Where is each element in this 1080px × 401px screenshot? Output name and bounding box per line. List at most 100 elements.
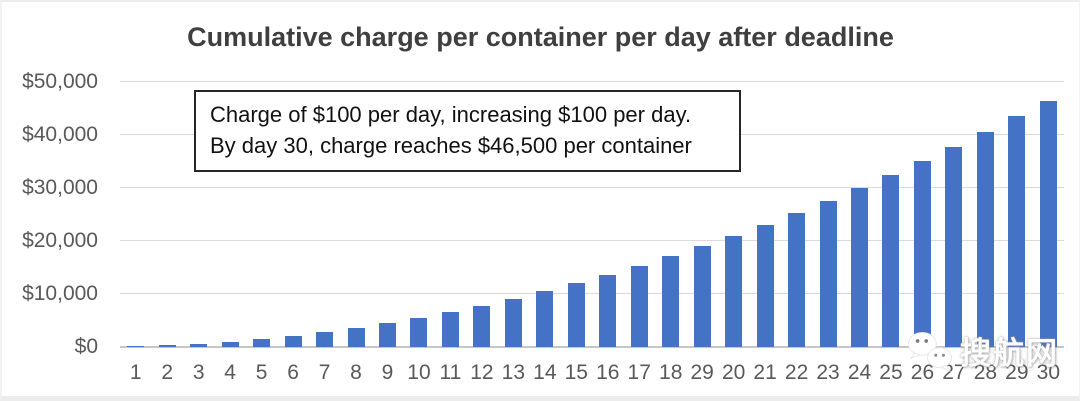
bar-day-20 [725, 235, 743, 347]
x-tick-label: 3 [192, 361, 205, 384]
x-tick-label: 23 [816, 361, 840, 384]
bar-slot [498, 82, 529, 347]
watermark-text: 搜航网 [960, 336, 1059, 371]
bar-day-9 [378, 323, 396, 347]
gridline [120, 187, 1064, 188]
annotation-box: Charge of $100 per day, increasing $100 … [194, 90, 741, 173]
x-tick-label: 10 [407, 361, 431, 384]
x-tick-label: 17 [627, 361, 651, 384]
bar-slot [655, 82, 686, 347]
bar-day-2 [158, 345, 176, 347]
x-tick-label: 11 [439, 361, 462, 384]
x-tick-label: 30 [1036, 361, 1060, 384]
bar-slot [277, 82, 308, 347]
bar-slot [938, 82, 969, 347]
bar-day-14 [536, 291, 554, 347]
x-axis-line [120, 346, 1064, 348]
bar-slot [309, 82, 340, 347]
x-tick-label: 2 [161, 361, 174, 384]
x-tick-label: 4 [224, 361, 236, 384]
bar-day-29 [1008, 116, 1026, 347]
bar-slot [466, 82, 497, 347]
bar-slot [246, 82, 277, 347]
bar-day-13 [504, 298, 522, 347]
y-tick-label: $40,000 [22, 123, 98, 146]
bar-slot [781, 82, 812, 347]
x-tick-label: 6 [287, 361, 299, 384]
bar-slot [151, 82, 182, 347]
x-tick-label: 24 [847, 361, 872, 384]
y-tick-label: $50,000 [22, 70, 98, 93]
bar-day-7 [316, 332, 334, 347]
annotation-line-1: Charge of $100 per day, increasing $100 … [210, 102, 692, 127]
x-tick-label: 26 [910, 361, 935, 384]
y-axis-labels: $0 $10,000 $20,000 $30,000 $40,000 $50,000 [2, 2, 98, 396]
x-tick-label: 20 [721, 361, 746, 384]
bar-day-21 [756, 224, 774, 347]
bar-slot [686, 82, 717, 347]
bar-day-16 [599, 274, 617, 347]
bar-day-30 [1039, 100, 1057, 347]
bar-day-11 [441, 312, 459, 347]
watermark: 搜航网 [902, 328, 1059, 373]
x-tick-label: 16 [596, 361, 620, 384]
x-axis-labels: 1 2 3 4 5 6 7 8 9 10 11 12 13 14 15 16 17 18 29 20 21 22 23 24 2… [120, 361, 1064, 385]
annotation-line-2: By day 30, charge reaches $46,500 per co… [210, 133, 692, 159]
bar-day-4 [221, 341, 239, 347]
bar-slot [812, 82, 843, 347]
bar-slot [183, 82, 214, 347]
bar-day-10 [410, 317, 428, 347]
x-tick-label: 13 [501, 361, 526, 384]
bar-day-15 [567, 283, 585, 347]
plot-area [120, 81, 1064, 348]
bar-day-26 [913, 160, 931, 347]
bar-day-27 [945, 146, 963, 347]
gridline [120, 81, 1064, 82]
x-tick-label: 9 [381, 361, 394, 384]
y-tick-label: $10,000 [22, 282, 98, 305]
x-tick-label: 18 [659, 361, 683, 384]
x-tick-label: 12 [470, 361, 494, 384]
bar-slot [435, 82, 466, 347]
bar-slot [907, 82, 938, 347]
x-tick-label: 1 [129, 361, 142, 384]
chart-title: Cumulative charge per container per day … [187, 22, 894, 52]
x-tick-label: 7 [318, 361, 331, 384]
bar-day-22 [788, 212, 806, 347]
x-tick-label: 28 [973, 361, 998, 384]
bar-day-8 [347, 327, 365, 347]
x-tick-label: 29 [690, 361, 714, 384]
bar-day-18 [662, 256, 680, 347]
bar-day-17 [630, 265, 648, 347]
x-tick-label: 29 [1005, 361, 1029, 384]
bar-day-19 [693, 246, 711, 347]
x-tick-label: 21 [753, 361, 777, 384]
wechat-chat-bubbles-icon [908, 331, 952, 372]
bars-layer [120, 82, 1064, 347]
bar-slot [624, 82, 655, 347]
x-tick-label: 25 [879, 361, 903, 384]
bar-day-12 [473, 305, 491, 347]
bar-day-5 [253, 339, 271, 347]
bar-slot [120, 82, 151, 347]
bar-slot [970, 82, 1001, 347]
x-tick-label: 22 [784, 361, 809, 384]
bar-slot [372, 82, 403, 347]
bar-slot [340, 82, 371, 347]
bar-slot [749, 82, 780, 347]
bar-slot [592, 82, 623, 347]
bar-day-23 [819, 200, 837, 347]
bar-day-3 [190, 343, 208, 347]
bar-slot [1001, 82, 1032, 347]
bar-slot [1033, 82, 1064, 347]
bar-slot [561, 82, 592, 347]
y-tick-label: $0 [74, 335, 98, 358]
x-tick-label: 27 [942, 361, 966, 384]
bar-slot [875, 82, 906, 347]
x-tick-label: 5 [255, 361, 268, 384]
bar-slot [403, 82, 434, 347]
bar-day-25 [882, 174, 900, 347]
y-tick-label: $20,000 [22, 229, 98, 252]
bar-slot [718, 82, 749, 347]
